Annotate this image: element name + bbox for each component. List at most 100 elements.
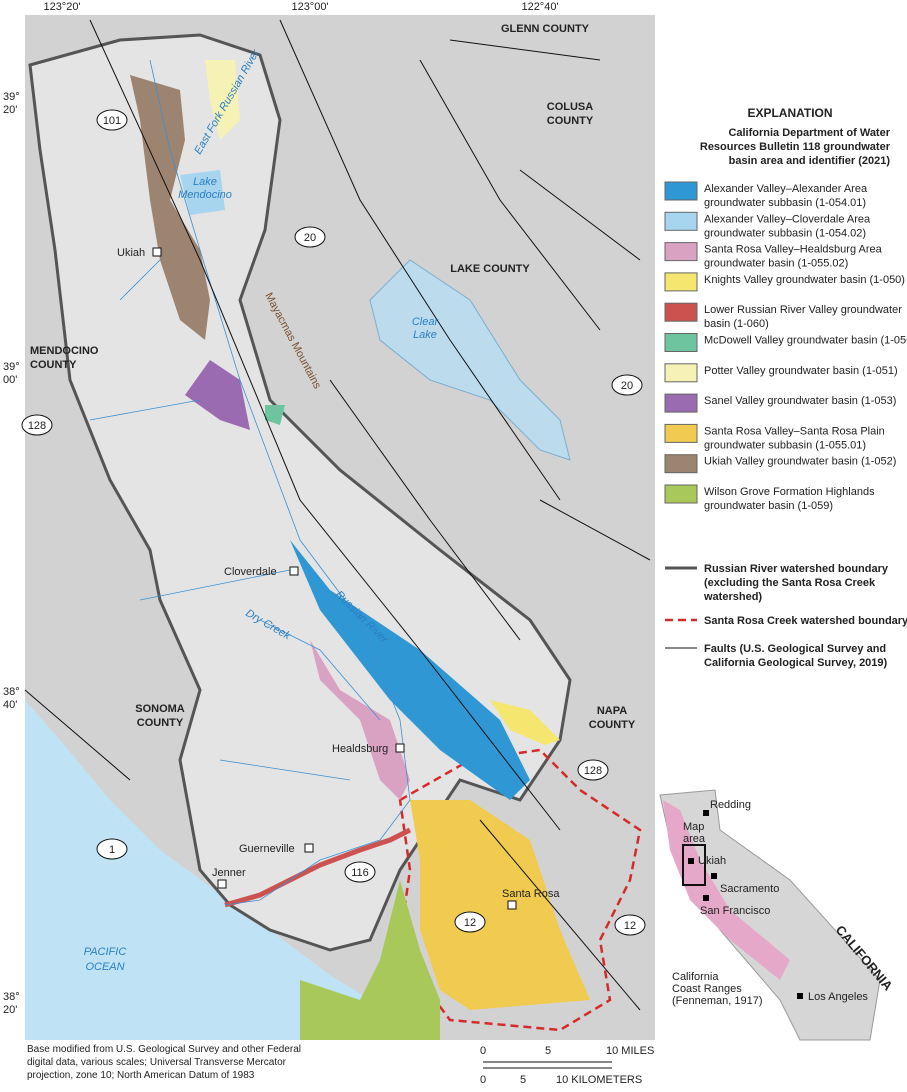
text-line: groundwater subbasin (1-055.01)	[704, 439, 866, 451]
basin	[410, 800, 590, 1010]
highway-number: 128	[28, 420, 46, 432]
legend-label: Sanel Valley groundwater basin (1-053)	[704, 395, 896, 407]
legend-label: Wilson Grove Formation Highlands groundwa…	[704, 486, 875, 512]
county: NAPA COUNTY	[589, 705, 636, 731]
town	[289, 566, 299, 576]
basin	[300, 880, 440, 1040]
lake	[369, 259, 571, 461]
latitude: 38° 40'	[3, 686, 20, 711]
highway-number: 12	[624, 920, 636, 932]
town-label: Guerneville	[239, 843, 295, 855]
highway-number: 128	[584, 765, 602, 777]
legend-swatch	[664, 484, 698, 504]
text-line: Faults (U.S. Geological Survey and	[704, 643, 886, 655]
legend: EXPLANATION California Department of Wat…	[664, 106, 907, 669]
text-line: Russian River watershed boundary	[704, 563, 889, 575]
text-line: groundwater basin (1-055.02)	[704, 258, 848, 270]
basin	[290, 540, 530, 800]
text-line: groundwater subbasin (1-054.02)	[704, 227, 866, 239]
basin	[185, 360, 250, 430]
scale-label: 10 MILES	[606, 1045, 654, 1057]
legend-label: Santa Rosa Creek watershed boundary	[704, 615, 907, 627]
legend-label: Santa Rosa Valley–Santa Rosa Plain ground…	[704, 425, 885, 451]
highway-shield	[611, 374, 643, 396]
highway-number: 12	[464, 917, 476, 929]
legend-swatch	[664, 423, 698, 443]
basin	[224, 827, 412, 908]
legend-swatch	[664, 242, 698, 262]
town	[152, 247, 162, 257]
text-line: California Department of Water	[728, 127, 890, 139]
legend-label: McDowell Valley groundwater basin (1-056…	[704, 335, 907, 347]
highway-number: 101	[103, 115, 121, 127]
map-area-box	[682, 844, 706, 886]
text-line: groundwater basin (1-059)	[704, 500, 833, 512]
legend-swatch	[664, 181, 698, 201]
highway-shield	[21, 414, 53, 436]
highway-shield	[294, 226, 326, 248]
text-line: Knights Valley groundwater basin (1-050)	[704, 274, 905, 286]
basin	[265, 405, 285, 425]
longitude: 123°20'	[43, 1, 80, 13]
legend-label: Alexander Valley–Cloverdale Area groundwa…	[704, 213, 871, 239]
text-line: Santa Rosa Valley–Santa Rosa Plain	[704, 425, 885, 437]
text-line: watershed)	[703, 591, 762, 603]
scale-label: 10 KILOMETERS	[556, 1074, 642, 1086]
legend-swatch	[664, 272, 698, 292]
inset: Redding Ukiah Sacramento San Francisco L…	[659, 789, 896, 1041]
town-label: Santa Rosa	[502, 888, 560, 900]
highway-shield	[454, 911, 486, 933]
latitude: 38° 20'	[3, 991, 20, 1016]
legend-title: EXPLANATION	[747, 106, 832, 120]
map	[24, 15, 655, 1040]
text-line: basin (1-060)	[704, 318, 769, 330]
map-area-label: Map area	[683, 821, 706, 845]
text-line: McDowell Valley groundwater basin (1-056…	[704, 335, 907, 347]
text-line: Santa Rosa Valley–Healdsburg Area	[704, 244, 883, 256]
text-line: basin area and identifier (2021)	[729, 155, 891, 167]
county: SONOMA COUNTY	[135, 703, 185, 729]
town	[217, 879, 227, 889]
city	[688, 858, 694, 864]
highway-number: 20	[621, 380, 633, 392]
legend-label: Knights Valley groundwater basin (1-050)	[704, 274, 905, 286]
county: COLUSA COUNTY	[547, 101, 594, 127]
county: LAKE COUNTY	[450, 263, 530, 275]
highway-number: 20	[304, 232, 316, 244]
ranges-label: California Coast Ranges (Fenneman, 1917)	[672, 971, 763, 1007]
scale-label: 0	[480, 1074, 486, 1086]
town-label: Jenner	[212, 867, 246, 879]
legend-label: Ukiah Valley groundwater basin (1-052)	[704, 456, 896, 468]
text-line: (excluding the Santa Rosa Creek	[704, 577, 876, 589]
highway-number: 116	[351, 867, 369, 879]
legend-swatch	[664, 333, 698, 352]
water-label: Clear Lake	[412, 316, 440, 341]
inset-place: Sacramento	[720, 883, 779, 895]
basin	[130, 75, 210, 340]
inset-place: Ukiah	[698, 855, 726, 867]
text-line: Sanel Valley groundwater basin (1-053)	[704, 395, 896, 407]
legend-swatch	[664, 363, 698, 383]
county: MENDOCINO COUNTY	[30, 345, 99, 371]
highway-shield	[96, 109, 128, 131]
text-line: Santa Rosa Creek watershed boundary	[704, 615, 907, 627]
legend-swatch	[664, 211, 698, 231]
basin	[205, 60, 240, 140]
text-line: Ukiah Valley groundwater basin (1-052)	[704, 456, 896, 468]
city	[703, 895, 709, 901]
basin	[310, 640, 410, 800]
scale-label: 5	[545, 1045, 551, 1057]
legend-label: Lower Russian River Valley groundwater ba…	[704, 304, 902, 330]
base-note: Base modified from U.S. Geological Surve…	[27, 1044, 301, 1081]
ocean	[25, 700, 400, 1040]
legend-label: Alexander Valley–Alexander Area groundwat…	[704, 183, 868, 209]
text-line: Lower Russian River Valley groundwater	[704, 304, 902, 316]
town	[507, 900, 517, 910]
legend-label: Faults (U.S. Geological Survey and Califo…	[704, 643, 888, 669]
latitude: 39° 00'	[3, 361, 20, 386]
coast-ranges	[663, 800, 790, 980]
legend-swatch	[664, 393, 698, 413]
creek	[89, 259, 381, 781]
town	[304, 843, 314, 853]
